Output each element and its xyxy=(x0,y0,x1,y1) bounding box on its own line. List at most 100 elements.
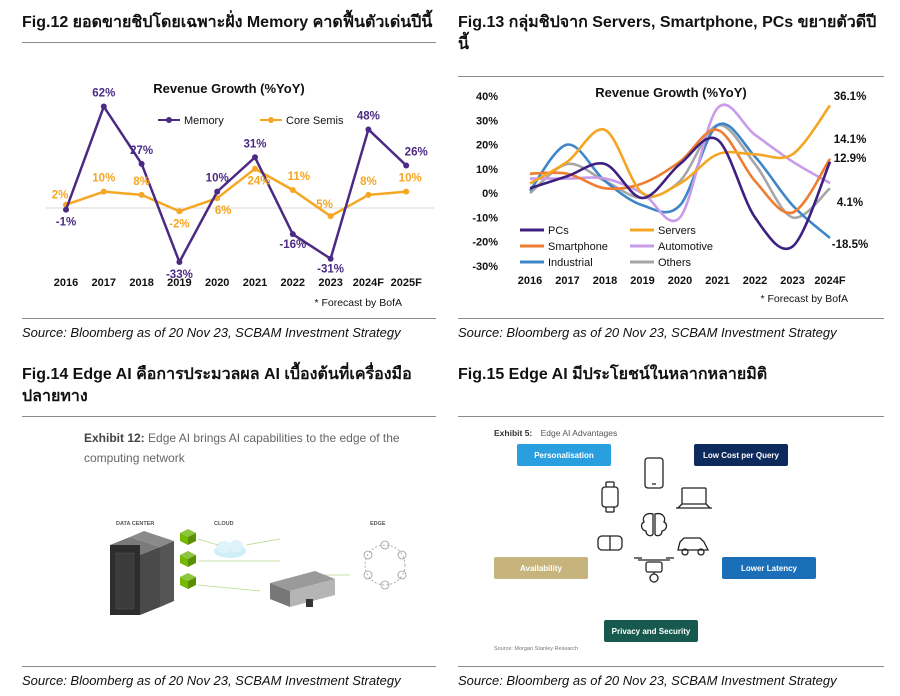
chart12-legend-marker xyxy=(166,117,172,123)
chart13-x-tick: 2019 xyxy=(630,275,654,287)
chart13-x-tick: 2018 xyxy=(593,275,617,287)
fig14-diagram: DATA CENTER CLOUD EDGE xyxy=(110,521,407,615)
chart13-x-tick: 2022 xyxy=(743,275,767,287)
chart12-data-label: -31% xyxy=(317,264,344,276)
chart12-series-line xyxy=(64,105,408,264)
fig12-source: Source: Bloomberg as of 20 Nov 23, SCBAM… xyxy=(22,325,401,340)
fig15-top-rule xyxy=(458,416,884,417)
chart13-y-tick: -10% xyxy=(472,212,498,224)
fig12-chart: Revenue Growth (%YoY) Memory Core Semis -1%… xyxy=(46,81,434,309)
chart13-series-line xyxy=(529,104,832,198)
fig14-bottom-rule xyxy=(22,666,436,667)
chart12-data-label: -16% xyxy=(279,239,306,251)
chart12-point xyxy=(63,206,69,213)
vr-headset-icon xyxy=(597,535,623,551)
fig15-bottom-rule xyxy=(458,666,884,667)
fig15-footnote: Source: Morgan Stanley Research xyxy=(494,646,579,652)
chart13-series-line xyxy=(529,128,832,215)
chart12-x-tick: 2016 xyxy=(54,277,78,289)
chart12-title: Revenue Growth (%YoY) xyxy=(153,81,304,96)
chart13-legend-label: Industrial xyxy=(548,257,593,269)
brain-icon xyxy=(640,512,668,537)
chart13-end-label: 12.9% xyxy=(834,153,867,165)
chart12-legend-label: Core Semis xyxy=(286,115,344,127)
chart13-y-tick: 30% xyxy=(476,115,498,127)
low-cost-pill: Low Cost per Query xyxy=(694,444,788,466)
chart13-legend-label: Others xyxy=(658,257,692,269)
chart12-point xyxy=(138,191,145,198)
chart12-x-tick: 2019 xyxy=(167,277,191,289)
chart12-point xyxy=(176,208,183,215)
chart13-end-label: 36.1% xyxy=(834,91,867,103)
fig13-bottom-rule xyxy=(458,318,884,319)
chart12-data-label: -2% xyxy=(169,218,189,230)
chart12-x-tick: 2022 xyxy=(281,277,305,289)
fig13-chart: Revenue Growth (%YoY) 40% 30% 20% 10% 0% -10% -… xyxy=(472,85,868,305)
chart13-series-line xyxy=(528,122,831,240)
chart13-end-label: 4.1% xyxy=(837,197,863,209)
availability-pill: Availability xyxy=(494,557,588,579)
chart13-y-tick: 0% xyxy=(482,188,498,200)
chart12-point xyxy=(214,188,221,195)
fig14-title: Fig.14 Edge AI คือการประมวลผล AI เบื้องต… xyxy=(22,366,412,405)
chart12-data-label: -33% xyxy=(166,269,193,281)
fig15-exhibit-label: Exhibit 5: xyxy=(494,428,533,438)
cloud-label: CLOUD xyxy=(214,521,234,527)
fig14-exhibit: Exhibit 12: Edge AI brings AI capabiliti… xyxy=(84,428,424,468)
chart12-point xyxy=(365,191,372,198)
chart12-data-label: 11% xyxy=(288,171,310,183)
smartwatch-icon xyxy=(601,481,619,513)
fig14-exhibit-title: Edge AI brings AI capabilities to the ed… xyxy=(84,431,400,465)
chart13-x-tick: 2024F xyxy=(814,275,845,287)
chart13-y-tick: -20% xyxy=(472,237,498,249)
chart12-x-tick: 2023 xyxy=(318,277,342,289)
chart12-data-label: 10% xyxy=(92,173,115,185)
chart13-x-tick: 2020 xyxy=(668,275,692,287)
ai-model-icon xyxy=(180,529,196,589)
fig13-title: Fig.13 กลุ่มชิปจาก Servers, Smartphone, … xyxy=(458,14,877,53)
chart12-point xyxy=(403,162,410,169)
privacy-security-pill: Privacy and Security xyxy=(604,620,698,642)
chart12-data-label: 8% xyxy=(133,176,150,188)
chart12-data-label: 31% xyxy=(243,138,266,150)
personalisation-pill: Personalisation xyxy=(517,444,611,466)
chart13-legend-label: Smartphone xyxy=(548,241,608,253)
chart13-legend-label: PCs xyxy=(548,225,569,237)
edge-server-icon xyxy=(270,571,335,607)
chart12-x-tick: 2020 xyxy=(205,277,229,289)
chart12-x-tick: 2025F xyxy=(391,277,422,289)
chart13-end-label: -18.5% xyxy=(832,239,868,251)
chart13-x-tick: 2017 xyxy=(555,275,579,287)
fig12-title: Fig.12 ยอดขายชิปโดยเฉพาะฝั่ง Memory คาดฟ… xyxy=(22,14,433,31)
chart12-point xyxy=(289,187,296,193)
flow-arrows xyxy=(197,538,350,592)
server-rack-icon xyxy=(110,531,174,615)
fig14-exhibit-label: Exhibit 12: xyxy=(84,431,145,445)
chart12-point xyxy=(100,103,107,110)
chart12-note: * Forecast by BofA xyxy=(314,297,402,309)
fig15-devices xyxy=(597,457,712,583)
chart13-legend-label: Automotive xyxy=(658,241,713,253)
chart12-point xyxy=(252,154,258,161)
edge-devices-ring xyxy=(363,540,407,590)
car-icon xyxy=(677,537,710,556)
fig15-exhibit: Exhibit 5: Edge AI Advantages xyxy=(494,428,617,438)
chart13-title: Revenue Growth (%YoY) xyxy=(595,85,746,100)
fig14-source: Source: Bloomberg as of 20 Nov 23, SCBAM… xyxy=(22,673,401,688)
chart12-point xyxy=(327,213,334,220)
data-center-label: DATA CENTER xyxy=(116,521,154,527)
chart12-legend-label: Memory xyxy=(184,115,224,127)
fig13-source: Source: Bloomberg as of 20 Nov 23, SCBAM… xyxy=(458,325,837,340)
chart13-legend-label: Servers xyxy=(658,225,696,237)
drone-icon xyxy=(634,557,674,583)
chart12-x-tick: 2024F xyxy=(353,277,384,289)
chart13-y-tick: 20% xyxy=(476,140,498,152)
chart13-end-label: 14.1% xyxy=(834,134,867,146)
chart12-data-label: 62% xyxy=(92,88,115,100)
fig14-top-rule xyxy=(22,416,436,417)
chart13-x-tick: 2023 xyxy=(780,275,804,287)
chart12-point xyxy=(365,126,372,133)
fig12-top-rule xyxy=(22,42,436,43)
chart13-series-line xyxy=(529,136,832,251)
chart12-series-line xyxy=(65,167,407,218)
